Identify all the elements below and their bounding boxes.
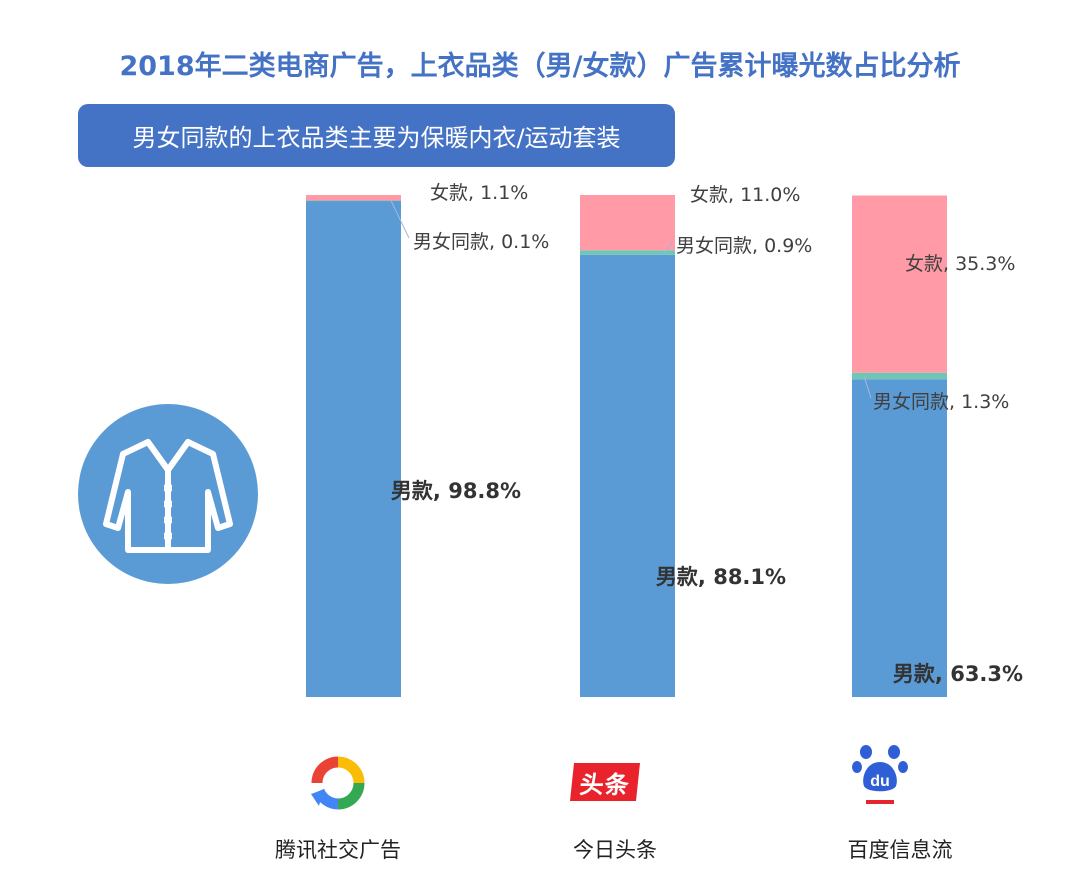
leader-line-unisex-0 [390, 200, 410, 239]
bar-female-2 [852, 195, 947, 373]
labels-group: 男款, 98.8% 男女同款, 0.1% 女款, 1.1% 男款, 88.1% 男女同款… [391, 182, 1023, 686]
jacket-icon-circle [78, 404, 258, 584]
baidu-logo-text: du [870, 773, 890, 790]
toutiao-logo: 头条 [570, 763, 640, 801]
bar-male-1 [580, 254, 675, 697]
label-unisex-1: 男女同款, 0.9% [676, 235, 812, 257]
leader-line-unisex-2 [863, 375, 872, 399]
bar-male-0 [306, 201, 401, 698]
bars-group [306, 195, 947, 698]
jacket-icon [103, 439, 233, 553]
tencent-social-ads-logo [311, 756, 365, 810]
bar-female-1 [580, 195, 675, 251]
platform-name-baidu: 百度信息流 [847, 838, 953, 862]
label-female-2: 女款, 35.3% [905, 253, 1015, 275]
platform-name-tencent: 腾讯社交广告 [275, 838, 401, 862]
bar-female-0 [306, 195, 401, 201]
label-male-0: 男款, 98.8% [391, 479, 521, 503]
chart-title: 2018年二类电商广告，上衣品类（男/女款）广告累计曝光数占比分析 [119, 51, 961, 82]
bar-unisex-1 [580, 250, 675, 255]
platform-name-toutiao: 今日头条 [573, 838, 657, 862]
leader-lines [390, 200, 872, 399]
subtitle-banner: 男女同款的上衣品类主要为保暖内衣/运动套装 [78, 104, 675, 167]
label-male-1: 男款, 88.1% [656, 565, 786, 589]
label-unisex-2: 男女同款, 1.3% [873, 391, 1009, 413]
bar-unisex-2 [852, 372, 947, 380]
label-unisex-0: 男女同款, 0.1% [413, 231, 549, 253]
label-female-0: 女款, 1.1% [430, 182, 528, 204]
bar-unisex-0 [306, 200, 401, 202]
baidu-paw-logo: du [852, 745, 908, 804]
label-female-1: 女款, 11.0% [690, 184, 800, 206]
bar-male-2 [852, 379, 947, 697]
label-male-2: 男款, 63.3% [893, 662, 1023, 686]
leader-line-unisex-1 [664, 241, 673, 253]
subtitle-text: 男女同款的上衣品类主要为保暖内衣/运动套装 [132, 124, 621, 152]
toutiao-logo-text: 头条 [578, 770, 632, 799]
